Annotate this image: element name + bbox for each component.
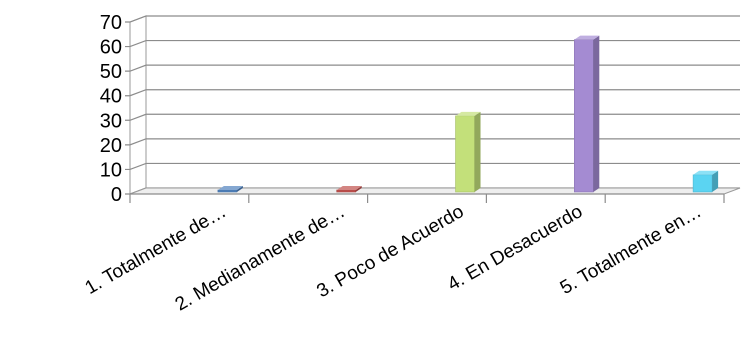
bar-top xyxy=(693,170,719,175)
side-wall xyxy=(129,15,147,195)
bar xyxy=(455,111,481,193)
y-tick-label: 40 xyxy=(100,86,122,108)
bar-top xyxy=(336,186,362,190)
bars xyxy=(217,35,719,193)
bar-front xyxy=(217,189,238,193)
x-axis-ticks: 1. Totalmente de…2. Medianamente de…3. P… xyxy=(82,201,706,315)
gridlines xyxy=(125,15,740,195)
gridline xyxy=(125,162,740,171)
bar xyxy=(336,186,362,193)
bar xyxy=(217,186,243,193)
bar xyxy=(574,35,600,193)
y-tick-label: 0 xyxy=(111,184,122,206)
y-tick-label: 50 xyxy=(100,61,122,83)
chart-walls xyxy=(129,15,740,195)
chart-floor xyxy=(129,187,741,203)
bar-top xyxy=(574,35,600,40)
bar xyxy=(692,170,719,193)
y-tick-label: 30 xyxy=(100,110,122,132)
bar-top xyxy=(217,186,243,190)
bar-side xyxy=(355,186,362,192)
bar-front xyxy=(692,174,713,193)
y-tick-label: 60 xyxy=(100,37,122,59)
gridline xyxy=(125,113,740,121)
y-tick-label: 10 xyxy=(100,159,122,181)
bar-side xyxy=(474,111,481,192)
bar-front xyxy=(574,39,594,193)
gridline xyxy=(125,15,740,23)
gridline xyxy=(125,138,740,146)
gridline xyxy=(125,39,740,48)
y-tick-label: 70 xyxy=(100,12,122,34)
y-tick-label: 20 xyxy=(100,135,122,157)
bar-top xyxy=(455,111,481,116)
bar-side xyxy=(593,35,600,193)
bar-front xyxy=(455,115,475,193)
bar-side xyxy=(712,170,719,192)
gridline xyxy=(125,89,740,97)
bar-side xyxy=(236,186,243,192)
bar-front xyxy=(336,189,357,193)
gridline xyxy=(125,64,740,72)
